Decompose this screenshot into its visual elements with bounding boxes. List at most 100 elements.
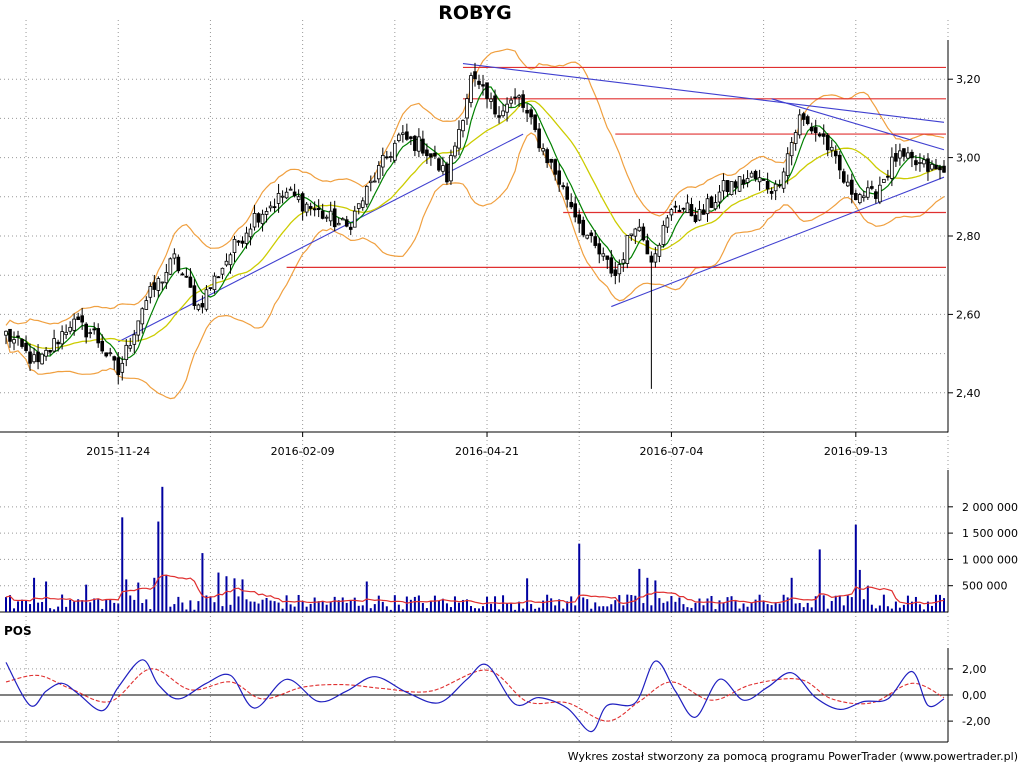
volume-bar [201, 553, 204, 612]
candle-body [136, 320, 141, 336]
candle-body [300, 193, 305, 212]
candle-body [914, 160, 918, 166]
volume-bar [790, 577, 793, 612]
volume-bar [285, 595, 288, 612]
candle-body [364, 185, 369, 205]
volume-bar [205, 595, 208, 612]
candle-body [878, 184, 882, 203]
candle-body [112, 356, 117, 361]
candle-body [461, 120, 465, 132]
volume-bar [13, 608, 16, 612]
volume-bar [29, 604, 32, 612]
candle-body [389, 156, 393, 158]
volume-bar [902, 604, 905, 612]
volume-bar [89, 602, 92, 612]
volume-bar [237, 596, 240, 612]
candle-body [108, 352, 113, 355]
volume-bar [125, 579, 128, 612]
price-tick-label: 2,40 [956, 387, 981, 400]
volume-bar [578, 543, 581, 612]
candle-body [308, 206, 313, 209]
volume-bar [838, 595, 841, 612]
volume-bar [706, 598, 709, 612]
candle-body [260, 213, 265, 225]
volume-bar [738, 608, 741, 612]
volume-bar [650, 605, 653, 612]
volume-bar [494, 596, 497, 612]
volume-bar [345, 602, 348, 612]
candle-body [473, 71, 477, 80]
volume-bar [361, 605, 364, 612]
candle-body [773, 183, 778, 192]
candle-body [244, 232, 249, 244]
candle-body [397, 134, 401, 142]
candle-body [116, 357, 121, 376]
candle-body [425, 149, 429, 156]
volume-bar [670, 596, 673, 612]
candle-body [605, 255, 610, 260]
candle-body [457, 129, 461, 149]
volume-bar [445, 603, 448, 612]
volume-bar [293, 606, 296, 612]
pos-tick-label: -2,00 [962, 715, 990, 728]
candle-body [581, 219, 586, 236]
volume-bar [81, 600, 84, 612]
candle-body [453, 145, 457, 157]
volume-bar [253, 601, 256, 612]
volume-bar [934, 594, 937, 612]
candle-body [845, 181, 850, 187]
volume-bar [866, 585, 869, 612]
candle-body [489, 98, 493, 102]
volume-bar [97, 599, 100, 612]
candle-body [360, 200, 365, 208]
candle-body [216, 276, 221, 279]
candle-body [332, 208, 337, 228]
volume-bar [129, 595, 132, 612]
volume-bar [910, 601, 913, 612]
date-tick-label: 2016-02-09 [271, 445, 335, 458]
candle-body [797, 114, 802, 136]
candle-body [304, 203, 309, 213]
volume-bar [141, 602, 144, 612]
volume-bar [710, 595, 713, 612]
candle-body [128, 345, 133, 349]
volume-bar [570, 596, 573, 612]
candle-body [413, 135, 417, 151]
volume-bar [814, 596, 817, 612]
volume-bar [610, 604, 613, 612]
candle-body [633, 228, 638, 237]
volume-bar [582, 597, 585, 612]
volume-bar [498, 609, 501, 612]
volume-bar [850, 597, 853, 612]
volume-bar [245, 599, 248, 612]
candle-body [497, 115, 501, 118]
candle-body [481, 84, 485, 87]
volume-bar [169, 606, 172, 612]
volume-bar [642, 603, 645, 612]
candle-body [709, 196, 714, 208]
candle-body [533, 114, 537, 130]
volume-bar [938, 594, 941, 612]
candle-body [825, 134, 830, 151]
candle-body [785, 153, 790, 176]
volume-bar [742, 603, 745, 612]
volume-bar [177, 596, 180, 612]
date-tick-label: 2015-11-24 [86, 445, 150, 458]
volume-bar [762, 600, 765, 612]
candle-body [525, 109, 529, 114]
volume-bar [429, 601, 432, 612]
candle-body [168, 258, 173, 275]
volume-bar [758, 594, 761, 612]
volume-tick-label: 2 000 000 [962, 501, 1018, 514]
candle-body [733, 181, 738, 188]
candle-body [629, 233, 634, 236]
volume-bar [145, 599, 148, 612]
volume-bar [558, 599, 561, 612]
candle-body [8, 328, 12, 342]
price-tick-label: 2,60 [956, 308, 981, 321]
volume-bar [634, 595, 637, 612]
volume-bar [333, 596, 336, 612]
trend-line [117, 133, 524, 343]
candle-body [697, 209, 702, 221]
candle-body [76, 316, 80, 321]
